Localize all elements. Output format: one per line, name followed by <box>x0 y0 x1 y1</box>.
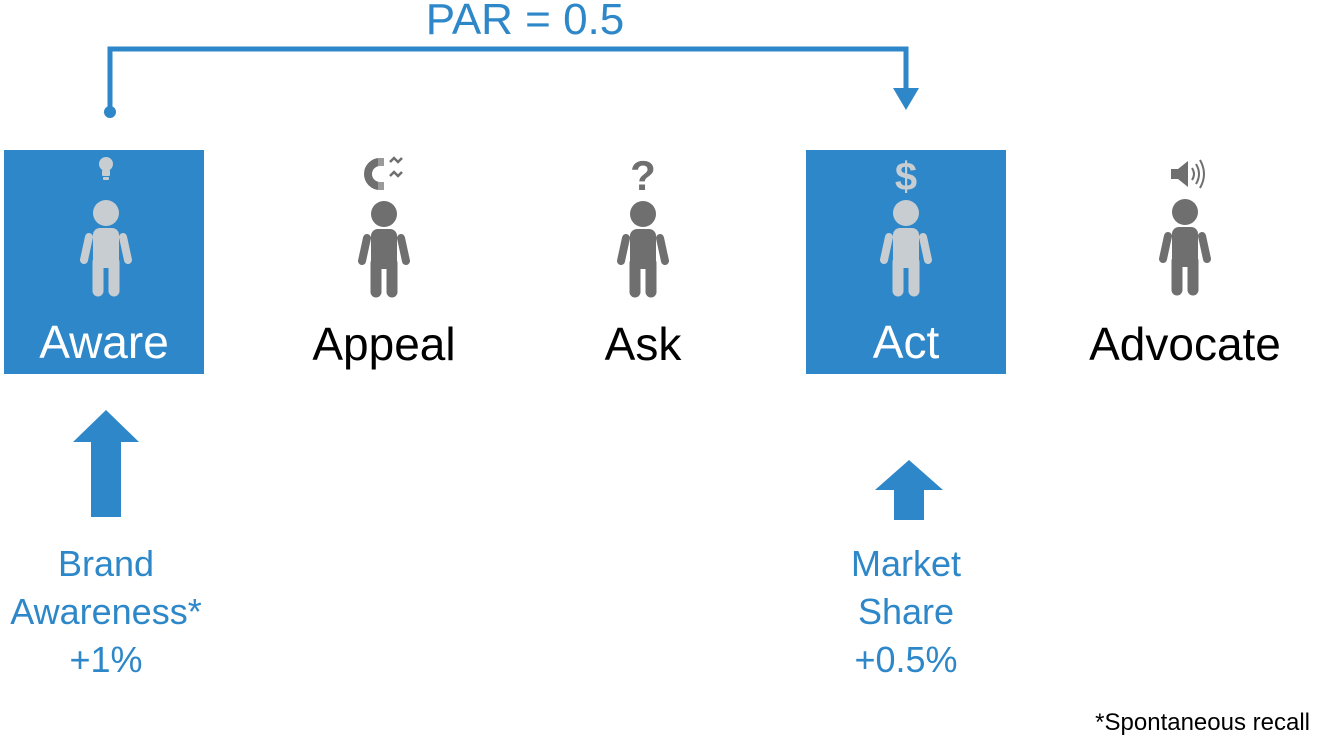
magnet-icon <box>364 156 403 190</box>
stage-aware: Aware <box>4 150 204 374</box>
stage-label: Ask <box>604 318 682 370</box>
lightbulb-icon <box>99 157 113 180</box>
brand-awareness-arrow-icon <box>73 410 139 517</box>
person-icon <box>1159 199 1211 296</box>
stage-label: Act <box>872 316 940 368</box>
brand-awareness-metric: Brand Awareness* +1% <box>0 540 212 684</box>
stage-advocate: Advocate <box>1085 150 1285 374</box>
dollar-icon: $ <box>895 155 917 199</box>
stage-label: Appeal <box>312 318 456 370</box>
par-bracket-arrowhead <box>893 88 919 110</box>
footnote: *Spontaneous recall <box>1095 709 1310 736</box>
market-share-change: +0.5% <box>854 639 958 680</box>
market-share-metric: Market Share +0.5% <box>806 540 1006 684</box>
stage-ask: ? Ask <box>543 150 743 374</box>
par-bracket-start-dot <box>104 106 116 118</box>
person-icon <box>80 200 132 297</box>
stage-label: Advocate <box>1089 318 1281 370</box>
stage-label: Aware <box>39 316 169 368</box>
stage-act: $ Act <box>806 150 1006 374</box>
par-label: PAR = 0.5 <box>425 0 625 44</box>
brand-awareness-change: +1% <box>69 639 143 680</box>
question-mark-icon: ? <box>630 152 656 199</box>
par-bracket-line <box>107 46 909 112</box>
market-share-arrow-icon <box>875 460 943 520</box>
brand-awareness-line2: Awareness* <box>10 591 202 632</box>
person-icon <box>880 200 932 297</box>
brand-awareness-line1: Brand <box>57 543 155 584</box>
market-share-line2: Share <box>857 591 955 632</box>
person-icon <box>617 201 669 298</box>
market-share-line1: Market <box>850 543 962 584</box>
speaker-icon <box>1171 159 1205 189</box>
stage-appeal: Appeal <box>284 150 484 374</box>
person-icon <box>358 201 410 298</box>
